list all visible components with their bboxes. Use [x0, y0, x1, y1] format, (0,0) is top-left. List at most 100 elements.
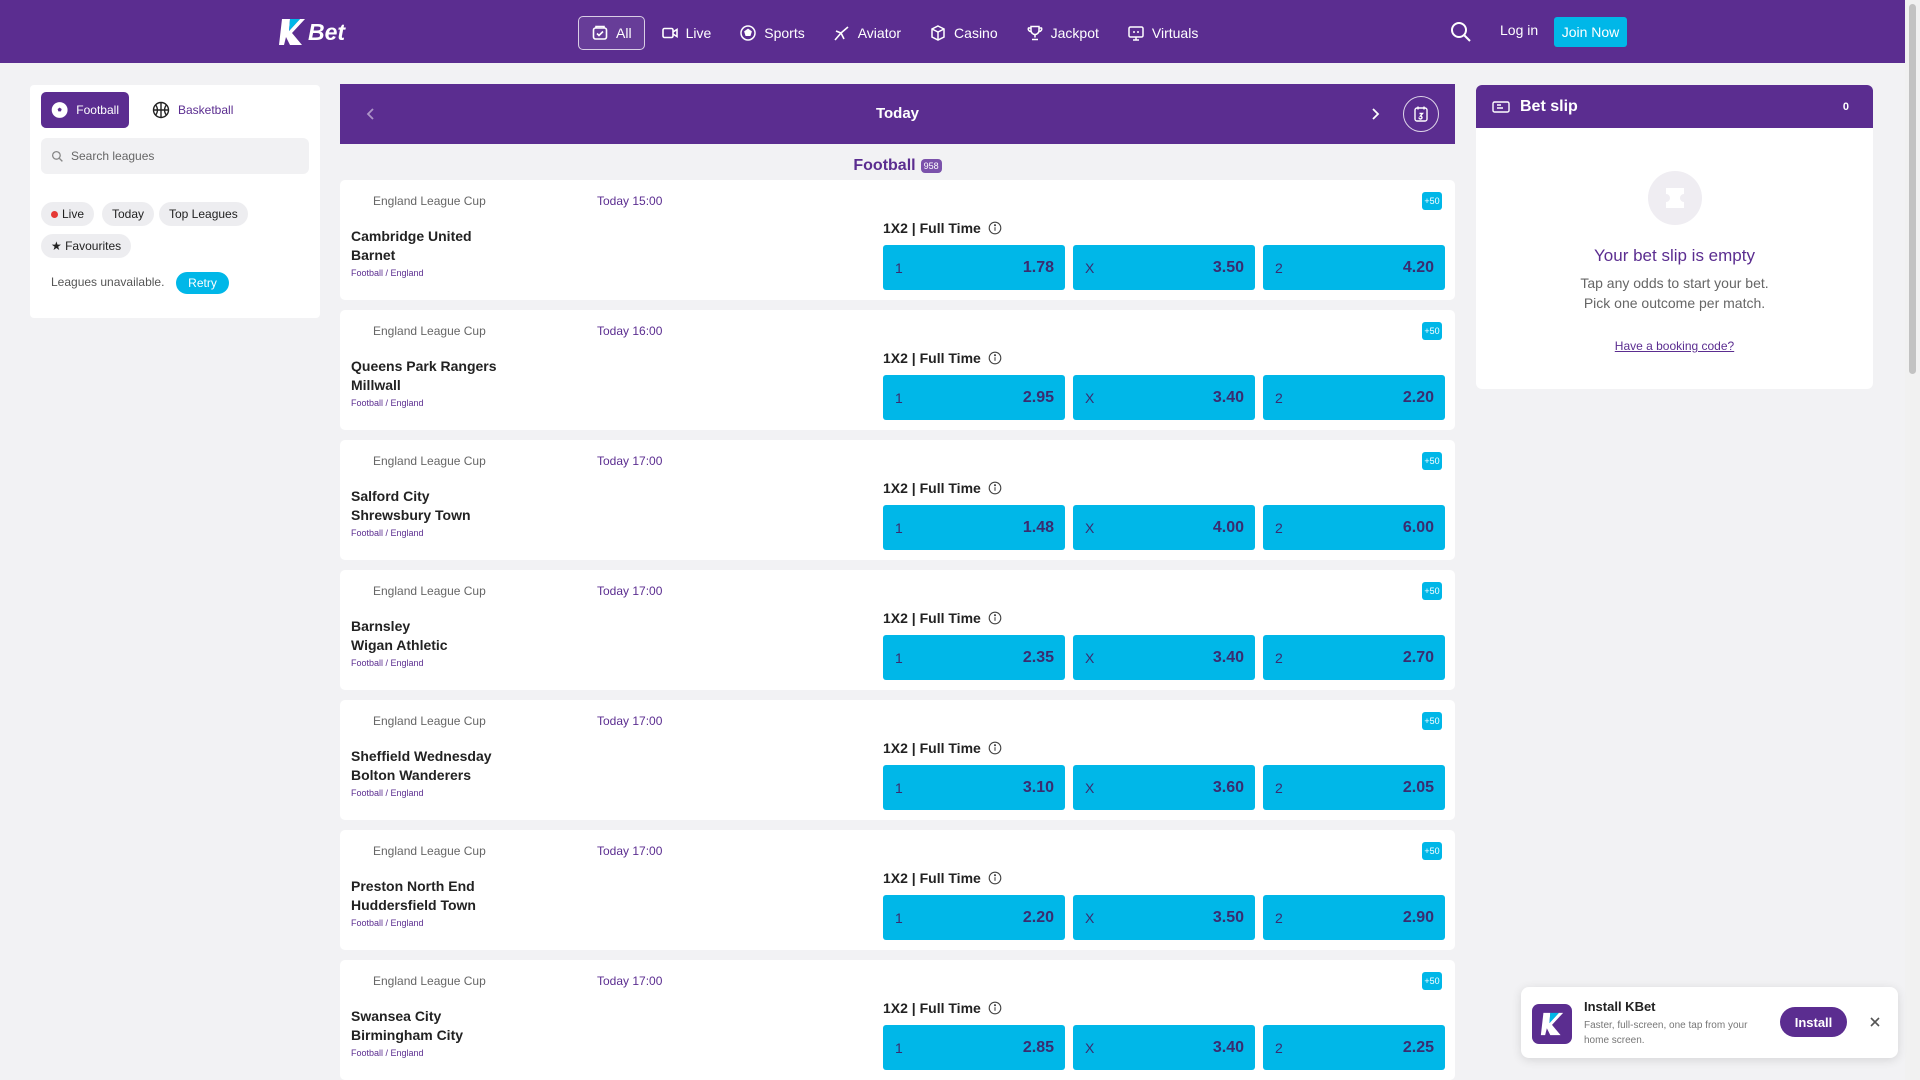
page-scrollbar[interactable] [1905, 0, 1920, 1080]
chip-live[interactable]: Live [41, 202, 95, 226]
odd-label: 2 [1275, 649, 1283, 666]
match-card[interactable]: England League Cup Today 17:00 +50 Swans… [340, 960, 1455, 1080]
more-markets-badge[interactable]: +50 [1422, 192, 1442, 210]
odd-button-home[interactable]: 1 1.78 [883, 245, 1065, 290]
odd-button-away[interactable]: 2 2.70 [1263, 635, 1445, 680]
odd-value: 1.78 [1022, 258, 1054, 276]
odd-label: X [1085, 649, 1095, 666]
odd-button-home[interactable]: 1 2.20 [883, 895, 1065, 940]
odd-button-home[interactable]: 1 2.85 [883, 1025, 1065, 1070]
odd-button-draw[interactable]: X 3.40 [1073, 635, 1255, 680]
info-icon[interactable] [988, 871, 1002, 885]
install-description: Faster, full-screen, one tap from your h… [1584, 1020, 1748, 1046]
info-icon[interactable] [988, 741, 1002, 755]
odd-button-away[interactable]: 2 2.05 [1263, 765, 1445, 810]
match-category: Football / England [351, 398, 424, 408]
soccer-ball-icon [740, 25, 756, 41]
search-icon[interactable] [1449, 20, 1473, 44]
match-category: Football / England [351, 788, 424, 798]
match-card[interactable]: England League Cup Today 17:00 +50 Prest… [340, 830, 1455, 950]
odd-label: 1 [895, 389, 903, 406]
odd-value: 3.10 [1022, 778, 1054, 796]
chip-today[interactable]: Today [102, 202, 155, 226]
match-league: England League Cup [373, 844, 486, 858]
odd-value: 4.00 [1212, 518, 1244, 536]
odd-button-home[interactable]: 1 2.35 [883, 635, 1065, 680]
ticket-check-icon [592, 25, 608, 40]
more-markets-badge[interactable]: +50 [1422, 582, 1442, 600]
nav-jackpot[interactable]: Jackpot [1014, 16, 1111, 50]
close-icon[interactable] [1868, 1015, 1882, 1029]
more-markets-badge[interactable]: +50 [1422, 842, 1442, 860]
odd-button-home[interactable]: 1 2.95 [883, 375, 1065, 420]
login-link[interactable]: Log in [1500, 22, 1539, 38]
match-card[interactable]: England League Cup Today 17:00 +50 Barns… [340, 570, 1455, 690]
match-card[interactable]: England League Cup Today 16:00 +50 Queen… [340, 310, 1455, 430]
market-header: 1X2 | Full Time [883, 610, 1002, 626]
scrollbar-thumb[interactable] [1909, 4, 1916, 374]
odd-button-draw[interactable]: X 3.40 [1073, 375, 1255, 420]
ticket-icon [1666, 188, 1684, 208]
nav-all[interactable]: All [578, 16, 645, 50]
match-time: Today 17:00 [597, 454, 663, 468]
odd-value: 4.20 [1402, 258, 1434, 276]
retry-button[interactable]: Retry [176, 272, 229, 294]
market-header: 1X2 | Full Time [883, 1000, 1002, 1016]
info-icon[interactable] [988, 351, 1002, 365]
join-now-button[interactable]: Join Now [1554, 17, 1627, 47]
chip-favourites[interactable]: ★ Favourites [41, 234, 132, 258]
market-header: 1X2 | Full Time [883, 220, 1002, 236]
nav-casino[interactable]: Casino [917, 16, 1010, 50]
info-icon[interactable] [988, 1001, 1002, 1015]
booking-code-link[interactable]: Have a booking code? [1614, 339, 1735, 353]
tab-basketball[interactable]: Basketball [142, 92, 243, 128]
info-icon[interactable] [988, 481, 1002, 495]
odd-button-away[interactable]: 2 4.20 [1263, 245, 1445, 290]
match-time: Today 17:00 [597, 974, 663, 988]
league-search-input[interactable] [71, 149, 291, 163]
install-title: Install KBet [1584, 999, 1656, 1014]
nav-virtuals[interactable]: Virtuals [1115, 16, 1210, 50]
odd-label: X [1085, 389, 1095, 406]
odd-button-away[interactable]: 2 2.20 [1263, 375, 1445, 420]
date-selector: Today [340, 84, 1455, 144]
match-card[interactable]: England League Cup Today 17:00 +50 Salfo… [340, 440, 1455, 560]
odd-button-draw[interactable]: X 3.50 [1073, 245, 1255, 290]
odd-button-draw[interactable]: X 4.00 [1073, 505, 1255, 550]
odd-label: 2 [1275, 1039, 1283, 1056]
nav-sports[interactable]: Sports [727, 16, 816, 50]
section-title: Football 958 [340, 157, 1455, 175]
odd-button-home[interactable]: 1 1.48 [883, 505, 1065, 550]
info-icon[interactable] [988, 221, 1002, 235]
odd-button-draw[interactable]: X 3.50 [1073, 895, 1255, 940]
odd-label: X [1085, 519, 1095, 536]
match-card[interactable]: England League Cup Today 17:00 +50 Sheff… [340, 700, 1455, 820]
chip-today-label: Today [112, 207, 145, 221]
chevron-left-icon[interactable] [362, 105, 380, 123]
odd-button-away[interactable]: 2 2.25 [1263, 1025, 1445, 1070]
chip-top-leagues[interactable]: Top Leagues [159, 202, 248, 226]
match-card[interactable]: England League Cup Today 15:00 +50 Cambr… [340, 180, 1455, 300]
match-league: England League Cup [373, 974, 486, 988]
nav-aviator[interactable]: Aviator [821, 16, 913, 50]
odd-value: 3.40 [1212, 1038, 1244, 1056]
calendar-button[interactable] [1403, 96, 1439, 132]
info-icon[interactable] [988, 611, 1002, 625]
install-button[interactable]: Install [1780, 1007, 1847, 1037]
chevron-right-icon[interactable] [1366, 105, 1384, 123]
soccer-ball-icon [51, 102, 68, 118]
kbet-logo[interactable]: Bet [278, 17, 345, 47]
odd-button-draw[interactable]: X 3.60 [1073, 765, 1255, 810]
odd-label: 2 [1275, 389, 1283, 406]
more-markets-badge[interactable]: +50 [1422, 972, 1442, 990]
more-markets-badge[interactable]: +50 [1422, 452, 1442, 470]
odd-button-away[interactable]: 2 6.00 [1263, 505, 1445, 550]
nav-live[interactable]: Live [649, 16, 724, 50]
tab-football[interactable]: Football [41, 92, 129, 128]
odd-value: 3.60 [1212, 778, 1244, 796]
odd-button-home[interactable]: 1 3.10 [883, 765, 1065, 810]
odd-button-draw[interactable]: X 3.40 [1073, 1025, 1255, 1070]
more-markets-badge[interactable]: +50 [1422, 712, 1442, 730]
more-markets-badge[interactable]: +50 [1422, 322, 1442, 340]
odd-button-away[interactable]: 2 2.90 [1263, 895, 1445, 940]
